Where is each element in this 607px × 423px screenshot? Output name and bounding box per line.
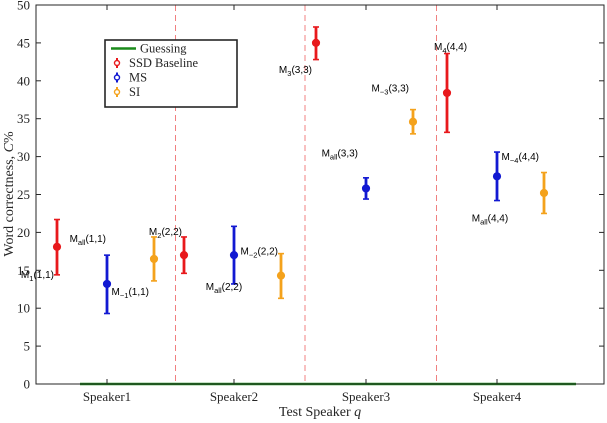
data-point-marker — [492, 172, 502, 181]
errorbar-point — [102, 254, 112, 315]
data-point-marker — [276, 271, 286, 280]
y-tick-label: 10 — [17, 301, 30, 316]
legend-label: MS — [129, 71, 147, 85]
errorbar-point — [149, 236, 159, 282]
legend-label: SI — [129, 85, 140, 99]
x-axis: Speaker1 Speaker2 Speaker3 Speaker4 — [83, 5, 522, 404]
y-tick-label: 15 — [17, 263, 30, 278]
data-point-label: M−2(2,2) — [241, 247, 278, 260]
y-tick-label: 25 — [17, 187, 30, 202]
y-axis-title: Word correctness, C% — [2, 131, 17, 257]
legend-label: Guessing — [140, 42, 187, 56]
y-tick-label: 35 — [17, 111, 30, 126]
data-point-label: Mall(3,3) — [322, 148, 358, 161]
errorbar-point — [539, 171, 549, 215]
data-point-marker — [102, 279, 112, 289]
data-point-marker — [361, 184, 371, 193]
data-point-label: M−1(1,1) — [112, 287, 149, 300]
data-point-label: Mall(1,1) — [70, 234, 106, 247]
data-point-marker — [179, 251, 189, 260]
data-marks — [52, 26, 549, 315]
errorbar-point — [52, 218, 62, 276]
errorbar-point — [311, 26, 321, 61]
legend-box — [104, 39, 238, 108]
x-tick-label: Speaker3 — [342, 389, 390, 404]
legend-item-ms: MS — [113, 71, 147, 85]
errorbar-point — [361, 177, 371, 200]
y-tick-label: 45 — [17, 35, 30, 50]
data-point-label: M4(4,4) — [434, 42, 467, 55]
legend-marker-swatch — [113, 74, 121, 81]
y-tick-label: 0 — [24, 377, 31, 392]
x-tick-label: Speaker1 — [83, 389, 131, 404]
errorbar-point — [492, 151, 502, 202]
y-tick-label: 30 — [17, 149, 30, 164]
data-point-marker — [442, 88, 452, 98]
data-point-label: M2(2,2) — [149, 227, 182, 240]
data-point-label: Mall(4,4) — [472, 213, 508, 226]
point-annotations: M1(1,1) M2(2,2) M3(3,3) M4(4,4) Mall(1,1) Mal… — [21, 42, 539, 300]
errorbar-point — [179, 236, 189, 275]
data-point-marker — [408, 117, 418, 126]
data-point-label: M−4(4,4) — [502, 152, 539, 165]
data-point-marker — [149, 254, 159, 264]
legend-item-ssd-baseline: SSD Baseline — [113, 56, 199, 70]
legend-item-guessing: Guessing — [111, 42, 187, 56]
x-axis-title: Test Speaker q — [279, 405, 361, 420]
errorbar-point — [276, 252, 286, 300]
y-axis: 0 5 10 15 20 25 30 35 40 45 50 — [17, 0, 604, 392]
data-point-marker — [539, 188, 549, 198]
data-point-label: M3(3,3) — [279, 65, 312, 78]
legend-marker-swatch — [113, 88, 121, 96]
data-point-label: Mall(2,2) — [206, 282, 242, 295]
data-point-marker — [229, 251, 239, 260]
legend-item-si: SI — [113, 85, 140, 99]
data-point-label: M1(1,1) — [21, 270, 54, 283]
y-tick-label: 20 — [17, 225, 30, 240]
y-tick-label: 40 — [17, 73, 30, 88]
errorbar-point — [229, 225, 239, 285]
errorbar-point — [442, 52, 452, 134]
legend-marker-swatch — [113, 59, 121, 67]
x-tick-label: Speaker2 — [210, 389, 258, 404]
legend: Guessing SSD Baseline MS SI — [104, 39, 238, 108]
data-point-label: M−3(3,3) — [372, 84, 409, 97]
data-point-marker — [52, 242, 62, 251]
y-tick-label: 5 — [24, 339, 31, 354]
data-point-marker — [311, 38, 321, 48]
x-tick-label: Speaker4 — [473, 389, 522, 404]
legend-label: SSD Baseline — [129, 56, 199, 70]
y-tick-label: 50 — [17, 0, 30, 13]
errorbar-point — [408, 108, 418, 135]
